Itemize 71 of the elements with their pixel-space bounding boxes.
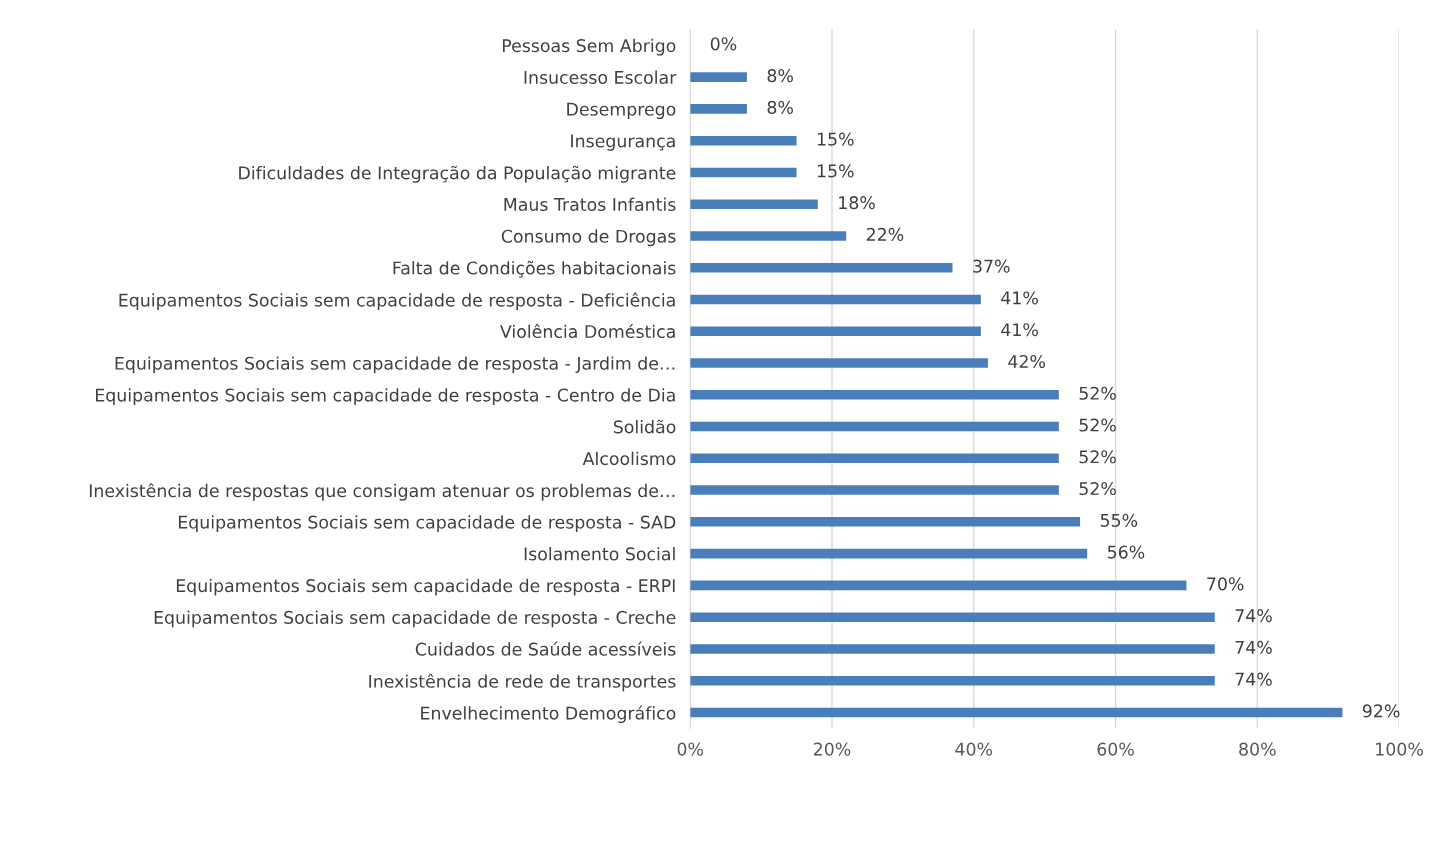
y-tick-label: Equipamentos Sociais sem capacidade de resposta - SAD (178, 515, 676, 533)
x-tick-label: 0% (677, 742, 704, 756)
bar (690, 262, 953, 273)
bar (690, 104, 747, 114)
bar (690, 707, 1343, 718)
bar (690, 358, 988, 368)
data-label: 52% (1079, 481, 1116, 496)
data-label: 74% (1235, 672, 1272, 686)
bar (690, 548, 1088, 559)
x-tick-label: 40% (955, 742, 993, 756)
y-tick-label: Maus Tratos Infantis (504, 197, 676, 212)
x-tick-label: 80% (1239, 742, 1276, 756)
y-tick-label: Inexistência de rede de transportes (369, 673, 676, 692)
data-label: 74% (1235, 609, 1272, 623)
bar (690, 390, 1059, 400)
y-tick-label: Alcoolismo (582, 451, 676, 466)
bar (690, 644, 1215, 654)
data-label: 0% (710, 37, 737, 51)
data-label: 92% (1362, 704, 1400, 718)
data-label: 22% (866, 227, 904, 241)
y-tick-label: Equipamentos Sociais sem capacidade de resposta - ERPI (176, 578, 675, 596)
y-tick-label: Consumo de Drogas (501, 229, 676, 247)
y-tick-label: Equipamentos Sociais sem capacidade de resposta - Centro de Dia (96, 388, 675, 405)
data-label: 52% (1079, 450, 1116, 464)
data-label: 74% (1235, 640, 1272, 654)
y-tick-label: Solidão (613, 419, 676, 434)
bar (690, 199, 818, 209)
y-tick-label: Envelhecimento Demográfico (421, 705, 676, 723)
data-label: 15% (817, 132, 854, 146)
bar (690, 580, 1187, 591)
y-tick-label: Inexistência de respostas que consigam atenuar os problemas de… (89, 483, 675, 501)
data-label: 18% (839, 196, 875, 210)
data-label: 41% (1001, 291, 1038, 305)
data-label: 52% (1079, 418, 1116, 432)
bar (690, 231, 847, 241)
y-tick-label: Falta de Condições habitacionais (393, 260, 676, 278)
data-label: 70% (1207, 577, 1244, 591)
data-label: 8% (767, 69, 793, 83)
bar (690, 326, 981, 337)
bar (690, 294, 981, 305)
data-label: 42% (1008, 354, 1046, 369)
bar (690, 675, 1215, 686)
bar (690, 517, 1081, 527)
bar (690, 453, 1059, 464)
y-tick-label: Insegurança (571, 134, 675, 151)
data-label: 56% (1107, 545, 1145, 559)
y-tick-label: Isolamento Social (524, 547, 675, 561)
bar (690, 612, 1215, 622)
y-tick-label: Pessoas Sem Abrigo (502, 38, 676, 56)
y-tick-label: Dificuldades de Integração da População migrante (239, 165, 676, 183)
data-label: 15% (817, 164, 854, 178)
bar (690, 485, 1059, 495)
bar (690, 135, 797, 146)
bar (690, 72, 747, 82)
data-label: 41% (1001, 323, 1038, 337)
y-tick-label: Cuidados de Saúde acessíveis (415, 641, 676, 656)
x-tick-label: 20% (813, 742, 851, 756)
data-label: 55% (1100, 513, 1138, 527)
y-tick-label: Insucesso Escolar (524, 70, 677, 84)
bar (690, 421, 1059, 432)
data-label: 37% (973, 259, 1010, 273)
y-tick-label: Equipamentos Sociais sem capacidade de resposta - Jardim de… (115, 356, 675, 374)
x-tick-label: 60% (1097, 742, 1134, 756)
x-tick-label: 100% (1376, 742, 1423, 756)
bar (690, 167, 797, 178)
data-label: 8% (767, 100, 793, 114)
y-tick-label: Violência Doméstica (500, 323, 675, 339)
y-tick-label: Equipamentos Sociais sem capacidade de resposta - Deficiência (119, 292, 675, 311)
data-label: 52% (1079, 386, 1116, 400)
y-tick-label: Equipamentos Sociais sem capacidade de resposta - Creche (154, 610, 676, 628)
y-tick-label: Desemprego (567, 102, 676, 120)
